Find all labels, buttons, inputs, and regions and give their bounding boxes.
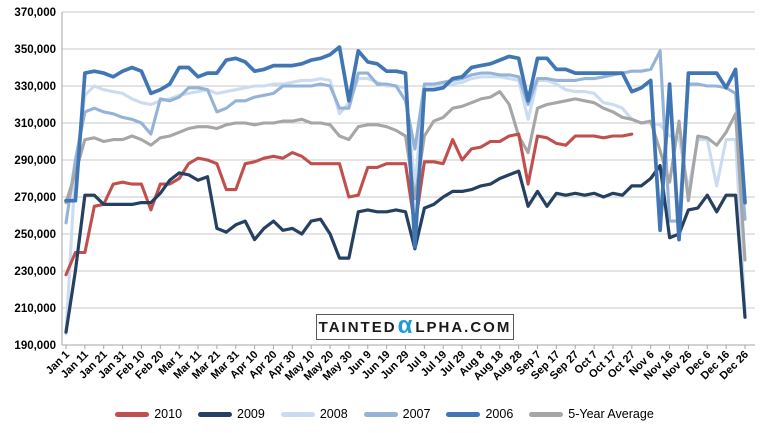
series-line-2009 [64,164,747,334]
y-axis-tick-label: 210,000 [14,303,56,315]
y-axis-tick-label: 310,000 [14,118,56,130]
legend-label: 2008 [319,407,348,421]
watermark-alpha-glyph: α [397,312,415,339]
watermark-text-pre: TAINTED [318,318,397,336]
legend-label: 2009 [237,407,265,421]
series-line-2010 [64,132,634,277]
legend-label: 2010 [154,407,183,421]
legend-swatch [446,411,481,417]
chart-legend: 2010 2009 2008 2007 2006 5-Year Average [0,399,769,429]
y-axis-tick-label: 350,000 [14,44,56,56]
legend-item-5-year-average: 5-Year Average [529,407,654,421]
legend-swatch [280,411,315,417]
legend-item-2008: 2008 [280,407,348,421]
series-line-2006 [64,45,747,249]
legend-label: 2007 [402,407,431,421]
legend-label: 2006 [485,407,514,421]
legend-swatch [115,411,150,417]
y-axis-tick-label: 190,000 [14,340,56,352]
legend-item-2007: 2007 [363,407,431,421]
y-axis-tick-label: 250,000 [14,229,56,241]
legend-item-2010: 2010 [115,407,182,421]
y-axis-tick-label: 330,000 [14,81,56,93]
legend-item-2006: 2006 [446,407,513,421]
legend-item-2009: 2009 [198,407,265,421]
y-axis-tick-label: 270,000 [14,192,56,204]
series-line-2008 [64,75,747,336]
watermark: TAINTED α LPHA.COM [316,314,514,340]
legend-swatch [198,411,233,417]
y-axis-tick-label: 290,000 [14,155,56,167]
series-line-5-year-average [64,90,747,262]
legend-label: 5-Year Average [568,407,654,421]
watermark-text-post: LPHA.COM [415,318,512,336]
legend-swatch [529,411,564,417]
y-axis-tick-label: 370,000 [14,7,56,19]
y-axis-tick-label: 230,000 [14,266,56,278]
legend-swatch [363,411,398,417]
